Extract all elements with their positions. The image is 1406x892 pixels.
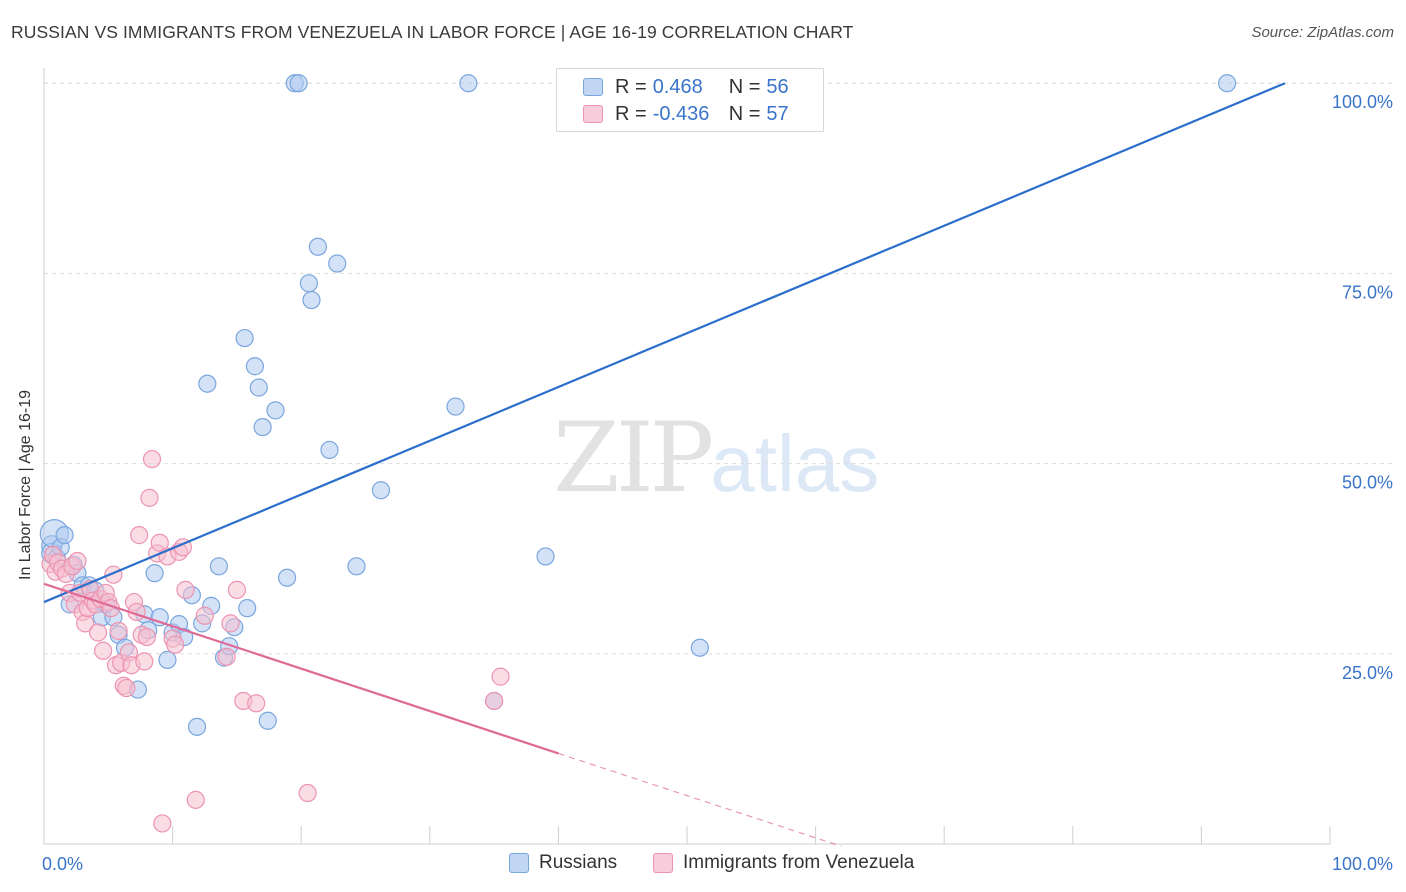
- y-tick-label-50: 50.0%: [1342, 473, 1393, 493]
- venezuela-point: [221, 614, 240, 633]
- russians-trend-line: [43, 82, 1286, 604]
- russians-point: [258, 711, 277, 730]
- y-tick-label-75: 75.0%: [1342, 282, 1393, 302]
- venezuela-point: [153, 814, 172, 833]
- russians-point: [371, 481, 391, 500]
- russians-swatch: [583, 78, 603, 96]
- russians-point: [238, 599, 257, 618]
- russians-point: [459, 74, 478, 93]
- russians-point: [328, 254, 347, 273]
- russians-point: [235, 328, 254, 348]
- chart-source: Source: ZipAtlas.com: [1251, 24, 1394, 41]
- russians-point: [320, 440, 339, 460]
- venezuela-point: [298, 783, 317, 803]
- russians-point: [249, 378, 268, 397]
- russians-legend-label: Russians: [539, 852, 618, 873]
- russians-point: [277, 568, 297, 587]
- chart-title: RUSSIAN VS IMMIGRANTS FROM VENEZUELA IN …: [11, 22, 854, 42]
- russians-legend-swatch: [509, 853, 529, 873]
- venezuela-r-label: R =: [615, 102, 647, 125]
- venezuela-point: [94, 641, 113, 660]
- russians-point: [245, 357, 265, 376]
- russians-point: [198, 374, 217, 393]
- venezuela-point: [227, 580, 246, 599]
- russians-point: [1218, 74, 1237, 93]
- venezuela-point: [137, 627, 156, 647]
- venezuela-n-value: 57: [766, 102, 789, 125]
- venezuela-point: [186, 790, 205, 809]
- venezuela-point: [88, 623, 108, 642]
- legend-item-venezuela[interactable]: Immigrants from Venezuela: [653, 852, 914, 874]
- russians-point: [158, 650, 177, 669]
- venezuela-trend-line: [43, 582, 559, 755]
- x-tick-label-min: 0.0%: [42, 854, 83, 874]
- russians-point: [209, 557, 228, 576]
- venezuela-point: [176, 580, 195, 599]
- russians-r-value: 0.468: [652, 75, 703, 98]
- venezuela-point: [217, 647, 236, 666]
- series-legend: Russians Immigrants from Venezuela: [0, 852, 1406, 878]
- venezuela-point: [135, 652, 154, 671]
- legend-row-russians: R = 0.468 N = 56: [583, 75, 789, 99]
- russians-point: [308, 237, 328, 256]
- russians-point: [299, 274, 319, 293]
- y-tick-label-100: 100.0%: [1332, 92, 1393, 112]
- legend-item-russians[interactable]: Russians: [509, 852, 617, 874]
- venezuela-point: [166, 635, 185, 654]
- y-axis-label: In Labor Force | Age 16-19: [17, 389, 34, 580]
- russians-point: [446, 397, 465, 416]
- russians-point: [187, 717, 207, 736]
- venezuela-point: [485, 691, 504, 711]
- russians-point: [289, 74, 308, 93]
- russians-point: [145, 564, 164, 583]
- venezuela-trend-extension: [558, 752, 842, 847]
- venezuela-point: [140, 488, 159, 507]
- russians-n-value: 56: [766, 75, 789, 98]
- venezuela-n-label: N =: [728, 102, 761, 125]
- venezuela-legend-label: Immigrants from Venezuela: [683, 852, 915, 873]
- russians-r-label: R =: [615, 75, 647, 98]
- correlation-legend: R = 0.468 N = 56 R = -0.436 N = 57: [556, 68, 824, 132]
- russians-point: [347, 557, 366, 576]
- venezuela-point: [68, 551, 87, 571]
- venezuela-swatch: [583, 105, 603, 123]
- venezuela-point: [130, 526, 149, 545]
- venezuela-point: [491, 667, 510, 686]
- x-tick-label-max: 100.0%: [1332, 854, 1393, 874]
- venezuela-point: [142, 449, 162, 469]
- venezuela-point: [117, 678, 136, 698]
- russians-point: [266, 401, 285, 420]
- venezuela-point: [150, 533, 169, 552]
- russians-n-label: N =: [728, 75, 761, 98]
- legend-row-venezuela: R = -0.436 N = 57: [583, 102, 789, 126]
- venezuela-legend-swatch: [653, 853, 673, 873]
- russians-point: [690, 638, 709, 657]
- y-tick-label-25: 25.0%: [1342, 663, 1393, 683]
- venezuela-r-value: -0.436: [652, 102, 710, 125]
- russians-point: [302, 290, 321, 310]
- russians-point: [253, 417, 272, 437]
- venezuela-point: [109, 621, 128, 641]
- russians-point: [536, 547, 555, 566]
- russians-point: [55, 526, 74, 545]
- venezuela-point: [195, 606, 214, 625]
- venezuela-point: [247, 694, 266, 713]
